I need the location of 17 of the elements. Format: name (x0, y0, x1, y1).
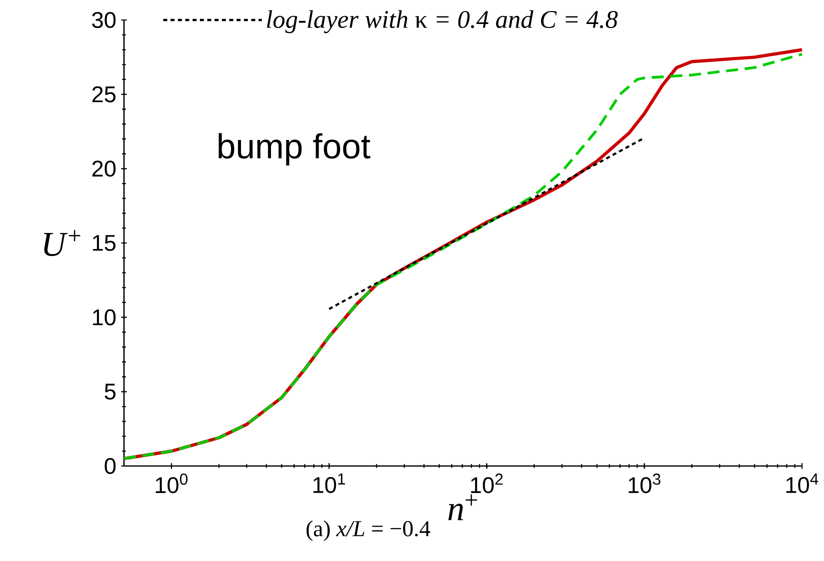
x-tick-label: 10$^{1}$ (313, 474, 346, 494)
y-axis-title: U$^{+}$ (44, 230, 80, 256)
text: (a) x/L = −0.4 (306, 520, 430, 541)
y-tick-label: 30 (92, 12, 116, 28)
x-axis-title: n$^{+}$ (448, 494, 478, 520)
y-tick-label: 15 (92, 235, 116, 251)
x-tick-label: 10$^{2}$ (471, 474, 503, 494)
x-tick-label: 10$^{4}$ (786, 474, 818, 494)
legend-label: log-layer with κ = 0.4 and C = 4.8 (266, 10, 618, 34)
y-tick-label: 10 (92, 309, 116, 326)
x-tick-label: 10$^{0}$ (156, 474, 188, 494)
annotation: bump foot (218, 133, 370, 166)
y-tick-label: 5 (104, 384, 116, 400)
y-tick-label: 0 (104, 458, 116, 474)
x-tick-label: 10$^{3}$ (628, 474, 660, 494)
y-tick-label: 20 (92, 160, 116, 177)
y-tick-label: 25 (92, 86, 116, 102)
